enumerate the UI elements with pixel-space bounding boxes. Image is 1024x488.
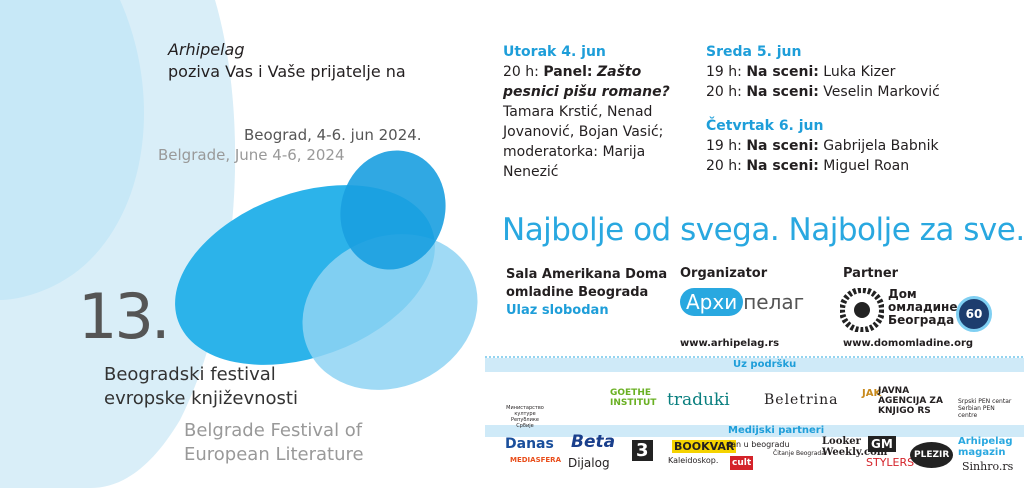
time: 20 h: [503, 64, 539, 80]
event: 20 h: Na sceni: Miguel Roan [706, 156, 940, 176]
blob [302, 234, 478, 390]
pale-shape-2 [0, 0, 144, 300]
event-kind: Na sceni: [746, 138, 819, 154]
partner-name-line: омладине [888, 300, 958, 314]
anniversary-badge: 60 [956, 296, 992, 332]
event: 19 h: Na sceni: Luka Kizer [706, 62, 940, 82]
partner-url: www.domomladine.org [843, 338, 974, 349]
host: Arhipelag [168, 40, 245, 59]
day-column: Utorak 4. jun 20 h: Panel: Zašto pesnici… [503, 42, 683, 182]
logo: JAVNA AGENCIJA ZA KNJIGO RS [878, 386, 943, 416]
event-kind: Panel: [543, 64, 593, 80]
invite-line: poziva Vas i Vaše prijatelje na [168, 62, 406, 81]
event: 20 h: Na sceni: Veselin Marković [706, 82, 940, 102]
logo: STYLERS [866, 456, 915, 469]
logo: Министарство културе Републике Србије [506, 405, 544, 429]
logo: Beta [571, 432, 616, 452]
festival-en: Belgrade Festival of [184, 420, 363, 441]
day-heading: Utorak 4. jun [503, 44, 606, 60]
logo: Looker Weekly.com [822, 436, 888, 458]
logo: Sinhro.rs [962, 460, 1014, 473]
performer: Gabrijela Babnik [823, 138, 939, 154]
day-heading: Sreda 5. jun [706, 44, 802, 60]
date-sr: Beograd, 4-6. jun 2024. [244, 126, 422, 144]
date-en: Belgrade, June 4-6, 2024 [158, 146, 345, 164]
logo-part: Архи [680, 288, 744, 316]
logo-part: пелаг [743, 290, 805, 314]
logo: BOOKVAR [672, 440, 737, 453]
logo: GM [868, 436, 896, 452]
event-title: Zašto pesnici pišu romane? [503, 64, 670, 100]
participants: Tamara Krstić, Nenad Jovanović, Bojan Va… [503, 104, 664, 180]
media-band [485, 425, 1024, 437]
support-label: Uz podršku [733, 359, 797, 370]
organizer-label: Organizator [680, 266, 768, 281]
logo: Beletrina [764, 392, 839, 408]
logo: Čitanje Beograda [773, 450, 825, 457]
event-kind: Na sceni: [746, 158, 819, 174]
logo: 3 [632, 440, 653, 461]
logo: GOETHE INSTITUT [610, 388, 657, 408]
performer: Miguel Roan [823, 158, 910, 174]
blob [340, 150, 446, 270]
logo: Dijalog [568, 456, 610, 470]
venue-line: omladine Beograda [506, 285, 649, 300]
partner-emblem [840, 288, 884, 332]
performer: Veselin Marković [823, 84, 940, 100]
day-column: Sreda 5. jun 19 h: Na sceni: Luka Kizer … [706, 42, 940, 176]
time: 19 h: [706, 138, 742, 154]
slogan: Najbolje od svega. Najbolje za sve. [502, 212, 1024, 248]
logo: Danas [505, 436, 554, 452]
time: 20 h: [706, 158, 742, 174]
entry: Ulaz slobodan [506, 303, 609, 318]
time: 20 h: [706, 84, 742, 100]
venue: Sala Amerikana Doma omladine Beograda Ul… [506, 266, 667, 320]
festival-en: European Literature [184, 444, 364, 465]
edition: 13. [78, 280, 171, 353]
logo: cult [730, 456, 754, 470]
event-kind: Na sceni: [746, 84, 819, 100]
media-label: Medijski partneri [728, 425, 825, 436]
event: 19 h: Na sceni: Gabrijela Babnik [706, 136, 940, 156]
performer: Luka Kizer [823, 64, 896, 80]
festival-sr: evropske književnosti [104, 388, 298, 409]
venue-line: Sala Amerikana Doma [506, 267, 668, 282]
logo: JAK [862, 388, 882, 399]
logo: Arhipelag magazin [958, 436, 1013, 458]
day-heading: Četvrtak 6. jun [706, 118, 824, 134]
partner-label: Partner [843, 266, 899, 281]
organizer-logo: Архи пелаг [680, 288, 805, 316]
partner-name-line: Дом [888, 287, 917, 301]
festival-sr: Beogradski festival [104, 364, 276, 385]
partner-name: Дом омладине Београда [888, 288, 957, 327]
support-band [485, 358, 1024, 372]
logo: dan u beogradu [726, 440, 790, 449]
logo: Srpski PEN centar Serbian PEN centre [958, 398, 1012, 419]
event: 20 h: Panel: Zašto pesnici pišu romane? … [503, 62, 683, 182]
logo: PLEZIR [910, 442, 954, 468]
logo: traduki [667, 390, 730, 410]
logo: Kaleidoskop. [668, 456, 719, 465]
partner-name-line: Београда [888, 313, 955, 327]
organizer-url: www.arhipelag.rs [680, 338, 780, 349]
time: 19 h: [706, 64, 742, 80]
logo: MEDIASFERA [510, 456, 561, 464]
event-kind: Na sceni: [746, 64, 819, 80]
